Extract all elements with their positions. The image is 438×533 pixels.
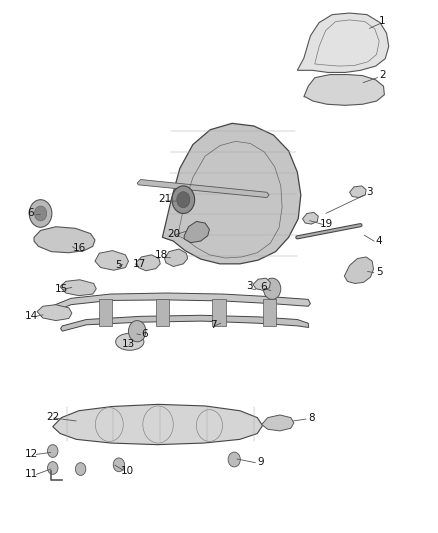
Polygon shape: [304, 75, 385, 106]
Circle shape: [263, 278, 281, 300]
Polygon shape: [136, 255, 160, 271]
Text: 12: 12: [25, 449, 38, 459]
Polygon shape: [350, 186, 366, 198]
Circle shape: [113, 458, 124, 472]
Polygon shape: [297, 13, 389, 72]
Text: 11: 11: [25, 470, 38, 479]
Text: 2: 2: [379, 70, 385, 79]
Polygon shape: [261, 415, 294, 431]
Polygon shape: [137, 180, 269, 198]
Text: 22: 22: [46, 411, 60, 422]
Text: 16: 16: [73, 244, 86, 254]
Polygon shape: [303, 213, 318, 224]
Text: 17: 17: [133, 260, 146, 269]
Circle shape: [47, 462, 58, 474]
Circle shape: [75, 463, 86, 475]
Text: 20: 20: [168, 229, 181, 239]
Text: 14: 14: [25, 311, 38, 321]
Text: 10: 10: [121, 466, 134, 475]
Polygon shape: [344, 257, 374, 284]
Circle shape: [47, 445, 58, 457]
Text: 6: 6: [142, 329, 148, 340]
Circle shape: [35, 206, 47, 221]
Polygon shape: [184, 221, 209, 243]
Polygon shape: [37, 305, 72, 320]
Text: 13: 13: [122, 340, 135, 350]
Polygon shape: [262, 300, 276, 326]
Text: 4: 4: [376, 236, 382, 246]
Text: 5: 5: [116, 260, 122, 270]
Polygon shape: [162, 123, 301, 264]
Polygon shape: [53, 405, 262, 445]
Circle shape: [177, 192, 190, 208]
Text: 3: 3: [246, 281, 253, 291]
Circle shape: [228, 452, 240, 467]
Polygon shape: [34, 227, 95, 253]
Polygon shape: [60, 316, 309, 331]
Polygon shape: [99, 300, 113, 326]
Text: 1: 1: [379, 16, 385, 26]
Text: 8: 8: [308, 413, 314, 423]
Ellipse shape: [116, 333, 144, 350]
Circle shape: [128, 320, 146, 342]
Polygon shape: [165, 249, 187, 266]
Text: 6: 6: [28, 208, 34, 218]
Polygon shape: [212, 300, 226, 326]
Polygon shape: [95, 251, 128, 270]
Text: 6: 6: [261, 281, 267, 292]
Polygon shape: [253, 278, 270, 290]
Text: 21: 21: [158, 194, 171, 204]
Circle shape: [172, 186, 194, 214]
Text: 18: 18: [155, 251, 168, 260]
Text: 15: 15: [55, 284, 68, 294]
Text: 9: 9: [257, 457, 264, 467]
Text: 5: 5: [376, 267, 382, 277]
Polygon shape: [156, 300, 169, 326]
Polygon shape: [50, 293, 311, 313]
Circle shape: [29, 200, 52, 227]
Polygon shape: [60, 280, 96, 296]
Text: 19: 19: [320, 219, 334, 229]
Text: 3: 3: [366, 187, 372, 197]
Text: 7: 7: [211, 320, 217, 330]
